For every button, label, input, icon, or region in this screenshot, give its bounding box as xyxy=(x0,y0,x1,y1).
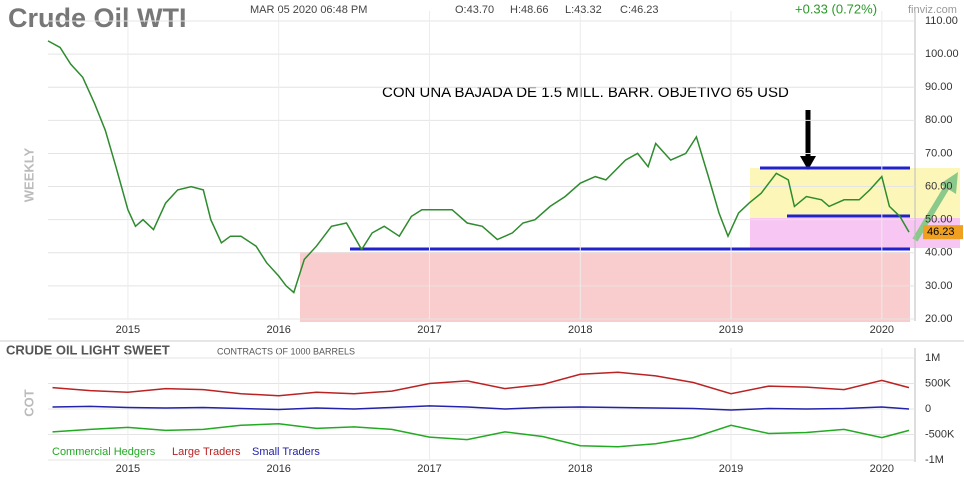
shaded-zone xyxy=(750,168,960,218)
stat: H:48.66 xyxy=(510,4,549,16)
y-tick-label: 50.00 xyxy=(925,214,953,226)
price-line xyxy=(47,40,910,294)
brand: finviz.com xyxy=(908,4,957,16)
x-tick-label: 2016 xyxy=(266,463,290,475)
x-tick-label: 2015 xyxy=(116,324,140,336)
trend-arrow-head xyxy=(940,172,958,194)
x-tick-label: 2017 xyxy=(417,324,441,336)
x-tick-label: 2020 xyxy=(870,463,894,475)
y-tick-label: -1M xyxy=(925,454,944,466)
cot-title: CRUDE OIL LIGHT SWEET xyxy=(6,342,170,357)
trend-arrow xyxy=(912,180,953,242)
arrow-head xyxy=(800,156,816,170)
x-tick-label: 2015 xyxy=(116,463,140,475)
last-price-box xyxy=(923,225,963,240)
legend-label: Large Traders xyxy=(172,446,241,458)
x-tick-label: 2018 xyxy=(568,463,592,475)
legend-label: Commercial Hedgers xyxy=(52,446,156,458)
y-tick-label: 30.00 xyxy=(925,280,953,292)
shaded-zone xyxy=(300,252,910,322)
x-tick-label: 2016 xyxy=(266,324,290,336)
y-tick-label: -500K xyxy=(925,428,955,440)
period-label: WEEKLY xyxy=(21,147,36,202)
x-tick-label: 2017 xyxy=(417,463,441,475)
series-line xyxy=(52,405,910,411)
x-tick-label: 2019 xyxy=(719,463,743,475)
last-price-label: 46.23 xyxy=(927,226,955,238)
y-tick-label: 100.00 xyxy=(925,48,959,60)
y-tick-label: 1M xyxy=(925,352,940,364)
y-tick-label: 40.00 xyxy=(925,247,953,259)
x-tick-label: 2019 xyxy=(719,324,743,336)
x-tick-label: 2018 xyxy=(568,324,592,336)
stat: L:43.32 xyxy=(565,4,602,16)
stat: C:46.23 xyxy=(620,4,659,16)
date: MAR 05 2020 06:48 PM xyxy=(250,4,367,16)
y-tick-label: 70.00 xyxy=(925,147,953,159)
y-tick-label: 0 xyxy=(925,403,931,415)
legend-label: Small Traders xyxy=(252,446,320,458)
series-line xyxy=(52,423,910,448)
x-tick-label: 2020 xyxy=(870,324,894,336)
change: +0.33 (0.72%) xyxy=(795,1,877,16)
cot-subtitle: CONTRACTS OF 1000 BARRELS xyxy=(217,346,355,356)
annotation: CON UNA BAJADA DE 1.5 MILL. BARR. OBJETI… xyxy=(382,84,789,101)
y-tick-label: 80.00 xyxy=(925,114,953,126)
chart-title: Crude Oil WTI xyxy=(8,3,187,33)
series-line xyxy=(52,371,910,397)
y-tick-label: 90.00 xyxy=(925,81,953,93)
y-tick-label: 110.00 xyxy=(925,15,958,27)
y-axis-label: COT xyxy=(21,389,36,417)
y-tick-label: 60.00 xyxy=(925,180,953,192)
y-tick-label: 500K xyxy=(925,377,951,389)
stat: O:43.70 xyxy=(455,4,494,16)
y-tick-label: 20.00 xyxy=(925,313,953,325)
